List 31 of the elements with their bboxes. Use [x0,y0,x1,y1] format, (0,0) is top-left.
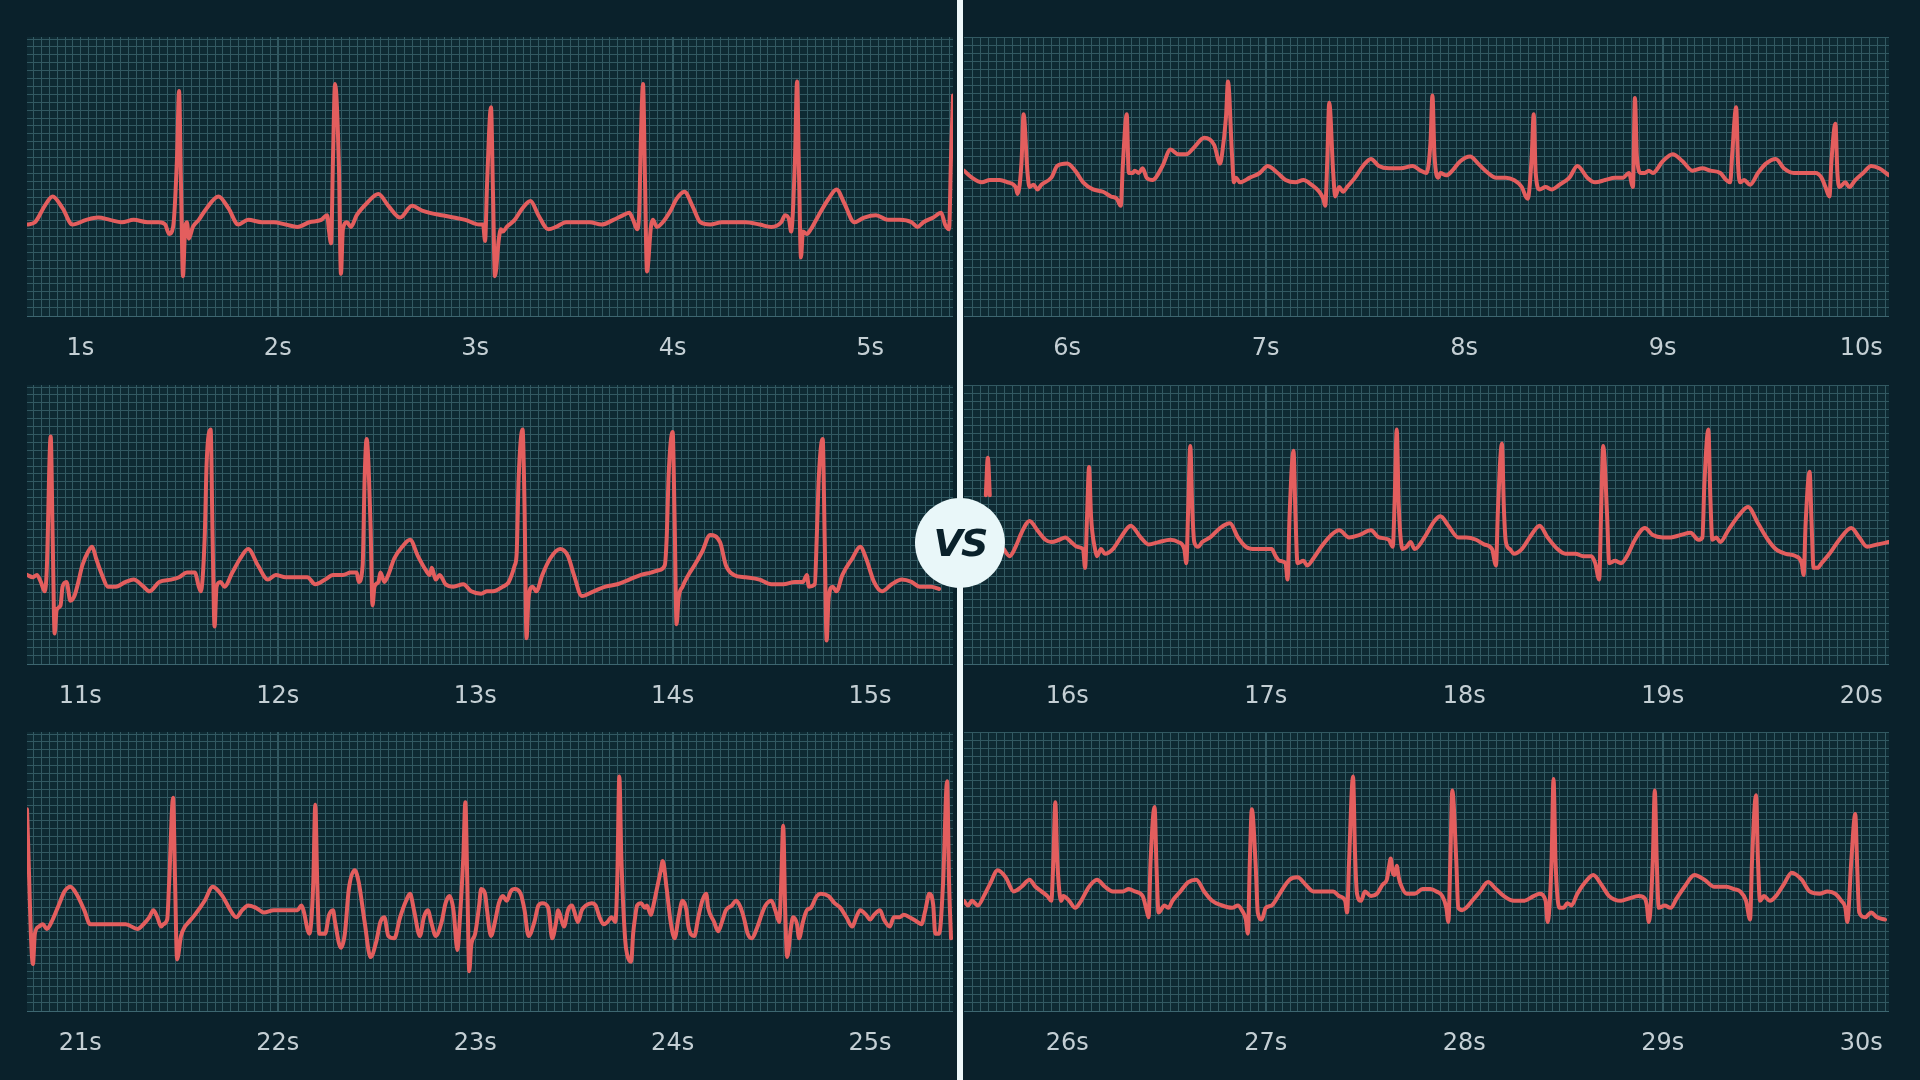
x-tick-label: 20s [1839,680,1883,709]
x-tick-label: 25s [848,1027,892,1056]
x-tick-label: 14s [651,680,695,709]
x-tick-label: 30s [1839,1027,1883,1056]
x-tick-label: 23s [453,1027,497,1056]
x-tick-label: 6s [1053,332,1082,361]
x-tick-label: 18s [1442,680,1486,709]
x-tick-label: 28s [1442,1027,1486,1056]
x-tick-label: 21s [58,1027,102,1056]
x-tick-label: 9s [1648,332,1677,361]
x-tick-label: 5s [856,332,884,361]
x-tick-label: 17s [1244,680,1288,709]
annotation: VS [933,520,987,565]
x-tick-label: 10s [1839,332,1883,361]
x-tick-label: 4s [658,332,687,361]
x-tick-label: 29s [1641,1027,1685,1056]
x-tick-label: 2s [263,332,292,361]
x-tick-label: 24s [651,1027,695,1056]
x-tick-label: 16s [1045,680,1089,709]
x-tick-label: 7s [1251,332,1280,361]
x-tick-label: 12s [256,680,300,709]
x-tick-label: 15s [848,680,892,709]
x-tick-label: 13s [453,680,497,709]
x-tick-label: 27s [1244,1027,1288,1056]
x-tick-label: 19s [1641,680,1685,709]
x-tick-label: 22s [256,1027,300,1056]
x-tick-label: 1s [66,332,95,361]
x-tick-label: 11s [58,680,102,709]
x-tick-label: 3s [461,332,490,361]
x-tick-label: 26s [1045,1027,1089,1056]
x-tick-label: 8s [1450,332,1479,361]
